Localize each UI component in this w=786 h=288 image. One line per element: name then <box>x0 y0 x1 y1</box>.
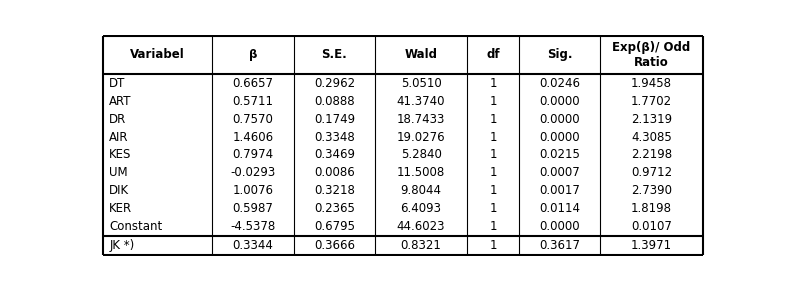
Text: 11.5008: 11.5008 <box>397 166 445 179</box>
Text: 2.7390: 2.7390 <box>631 184 672 198</box>
Text: 1: 1 <box>489 77 497 90</box>
Text: 1: 1 <box>489 94 497 107</box>
Text: 0.0086: 0.0086 <box>314 166 354 179</box>
Text: 4.3085: 4.3085 <box>631 130 672 143</box>
Text: DR: DR <box>109 113 127 126</box>
Text: 0.0000: 0.0000 <box>539 113 580 126</box>
Text: Variabel: Variabel <box>130 48 185 61</box>
Text: -0.0293: -0.0293 <box>230 166 276 179</box>
Text: 2.2198: 2.2198 <box>631 149 672 162</box>
Text: 0.3469: 0.3469 <box>314 149 355 162</box>
Text: 1.4606: 1.4606 <box>233 130 274 143</box>
Text: Wald: Wald <box>405 48 438 61</box>
Text: 1: 1 <box>489 184 497 198</box>
Text: Sig.: Sig. <box>547 48 572 61</box>
Text: β: β <box>249 48 257 61</box>
Text: Exp(β)/ Odd
Ratio: Exp(β)/ Odd Ratio <box>612 41 691 69</box>
Text: 0.3348: 0.3348 <box>314 130 354 143</box>
Text: 6.4093: 6.4093 <box>401 202 442 215</box>
Text: KES: KES <box>109 149 131 162</box>
Text: AIR: AIR <box>109 130 129 143</box>
Text: 44.6023: 44.6023 <box>397 220 446 233</box>
Text: 18.7433: 18.7433 <box>397 113 446 126</box>
Text: 0.1749: 0.1749 <box>314 113 355 126</box>
Text: 1: 1 <box>489 166 497 179</box>
Text: 2.1319: 2.1319 <box>631 113 672 126</box>
Text: 0.0000: 0.0000 <box>539 130 580 143</box>
Text: 0.0000: 0.0000 <box>539 220 580 233</box>
Text: 0.0007: 0.0007 <box>539 166 580 179</box>
Text: 1: 1 <box>489 113 497 126</box>
Text: 1.3971: 1.3971 <box>631 239 672 252</box>
Text: 0.3666: 0.3666 <box>314 239 355 252</box>
Text: 1: 1 <box>489 239 497 252</box>
Text: 5.0510: 5.0510 <box>401 77 442 90</box>
Text: 1: 1 <box>489 130 497 143</box>
Text: 1: 1 <box>489 149 497 162</box>
Text: 1: 1 <box>489 202 497 215</box>
Text: KER: KER <box>109 202 132 215</box>
Text: S.E.: S.E. <box>321 48 347 61</box>
Text: 0.2962: 0.2962 <box>314 77 355 90</box>
Text: UM: UM <box>109 166 128 179</box>
Text: df: df <box>486 48 500 61</box>
Text: 1.9458: 1.9458 <box>631 77 672 90</box>
Text: 0.0000: 0.0000 <box>539 94 580 107</box>
Text: 0.7974: 0.7974 <box>233 149 274 162</box>
Text: 0.8321: 0.8321 <box>401 239 442 252</box>
Text: JK *): JK *) <box>109 239 134 252</box>
Text: DT: DT <box>109 77 126 90</box>
Text: 0.6657: 0.6657 <box>233 77 274 90</box>
Text: Constant: Constant <box>109 220 163 233</box>
Text: 0.0246: 0.0246 <box>539 77 580 90</box>
Text: 0.3218: 0.3218 <box>314 184 355 198</box>
Text: 0.5711: 0.5711 <box>233 94 274 107</box>
Text: 0.0114: 0.0114 <box>539 202 580 215</box>
Text: 0.0107: 0.0107 <box>631 220 672 233</box>
Text: 41.3740: 41.3740 <box>397 94 446 107</box>
Text: 5.2840: 5.2840 <box>401 149 442 162</box>
Text: 1.0076: 1.0076 <box>233 184 274 198</box>
Text: DIK: DIK <box>109 184 130 198</box>
Text: 0.2365: 0.2365 <box>314 202 355 215</box>
Text: 0.3344: 0.3344 <box>233 239 274 252</box>
Text: 0.0215: 0.0215 <box>539 149 580 162</box>
Text: 1: 1 <box>489 220 497 233</box>
Text: 0.0017: 0.0017 <box>539 184 580 198</box>
Text: 0.0888: 0.0888 <box>314 94 354 107</box>
Text: 1.7702: 1.7702 <box>631 94 672 107</box>
Text: 19.0276: 19.0276 <box>397 130 446 143</box>
Text: 0.7570: 0.7570 <box>233 113 274 126</box>
Text: 0.6795: 0.6795 <box>314 220 355 233</box>
Text: -4.5378: -4.5378 <box>230 220 276 233</box>
Text: 1.8198: 1.8198 <box>631 202 672 215</box>
Text: 0.3617: 0.3617 <box>539 239 580 252</box>
Text: ART: ART <box>109 94 132 107</box>
Text: 9.8044: 9.8044 <box>401 184 442 198</box>
Text: 0.9712: 0.9712 <box>631 166 672 179</box>
Text: 0.5987: 0.5987 <box>233 202 274 215</box>
